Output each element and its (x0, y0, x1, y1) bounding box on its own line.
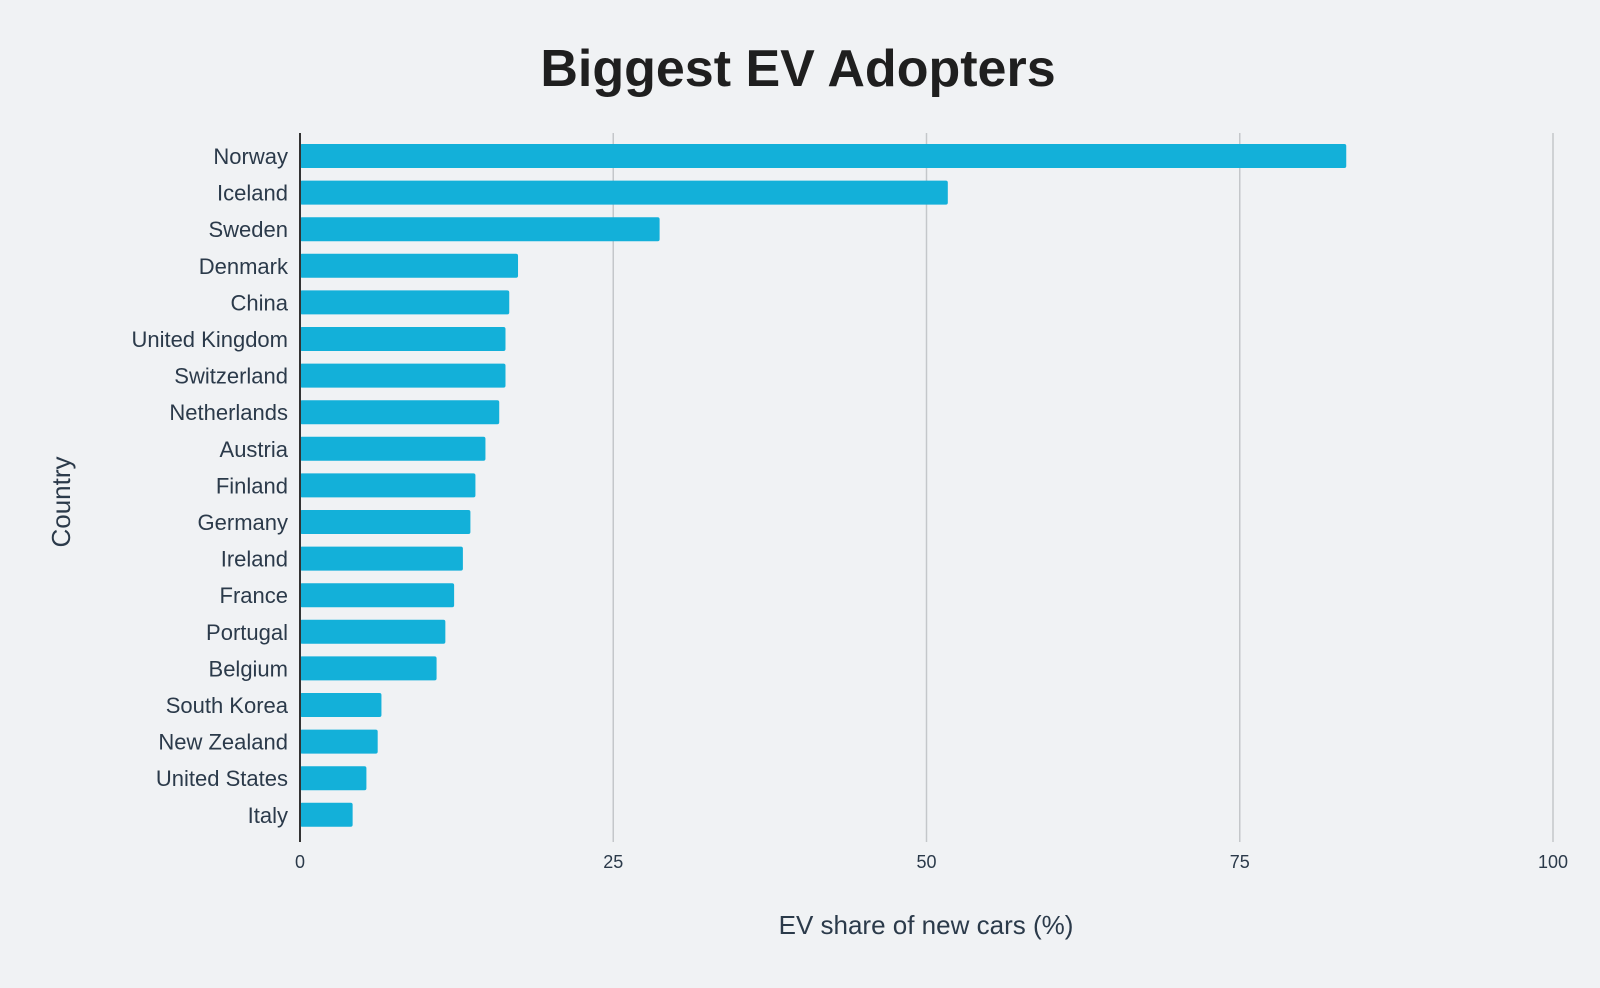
category-labels: Norway Iceland Sweden Denmark China United Ki… (131, 144, 289, 828)
x-tick-label-0: 0 (295, 852, 305, 872)
bar-austria (300, 436, 486, 461)
category-label-switzerland: Switzerland (174, 364, 288, 389)
category-label-united-kingdom: United Kingdom (131, 327, 288, 352)
x-tick-label-25: 25 (603, 852, 623, 872)
bar-ireland (300, 546, 463, 571)
bar-united-states (300, 766, 367, 791)
bar-norway (300, 144, 1347, 168)
chart-title: Biggest EV Adopters (540, 40, 1055, 98)
x-tick-label-100: 100 (1538, 852, 1568, 872)
bar-new-zealand (300, 729, 378, 754)
category-label-ireland: Ireland (221, 547, 288, 572)
x-tick-label-75: 75 (1230, 852, 1250, 872)
bar-united-kingdom (300, 327, 506, 351)
bar-finland (300, 473, 476, 498)
x-axis-title: EV share of new cars (%) (779, 910, 1074, 940)
category-label-france: France (220, 583, 288, 608)
category-label-united-states: United States (156, 766, 288, 791)
x-tick-label-50: 50 (916, 852, 936, 872)
category-label-netherlands: Netherlands (169, 400, 288, 425)
bar-china (300, 290, 510, 315)
category-label-china: China (231, 290, 289, 315)
category-label-sweden: Sweden (208, 217, 288, 242)
bar-switzerland (300, 363, 506, 388)
bar-sweden (300, 217, 660, 242)
bar-italy (300, 802, 353, 827)
bar-portugal (300, 619, 446, 644)
category-label-norway: Norway (213, 144, 288, 169)
category-label-portugal: Portugal (206, 620, 288, 645)
bar-denmark (300, 253, 519, 278)
y-axis-title: Country (46, 456, 76, 547)
category-label-new-zealand: New Zealand (158, 730, 288, 755)
x-tick-labels: 0 25 50 75 100 (295, 852, 1568, 872)
category-label-belgium: Belgium (209, 656, 288, 681)
bar-belgium (300, 656, 437, 681)
category-label-south-korea: South Korea (166, 693, 289, 718)
category-label-italy: Italy (248, 803, 288, 828)
bar-south-korea (300, 693, 382, 717)
category-label-germany: Germany (198, 510, 288, 535)
bar-france (300, 583, 455, 608)
category-label-finland: Finland (216, 473, 288, 498)
bars (300, 144, 1347, 827)
bar-germany (300, 510, 471, 534)
bar-iceland (300, 180, 948, 205)
bar-netherlands (300, 400, 500, 425)
gridlines (612, 133, 1554, 842)
category-label-austria: Austria (220, 437, 289, 462)
category-label-iceland: Iceland (217, 181, 288, 206)
category-label-denmark: Denmark (199, 254, 289, 279)
